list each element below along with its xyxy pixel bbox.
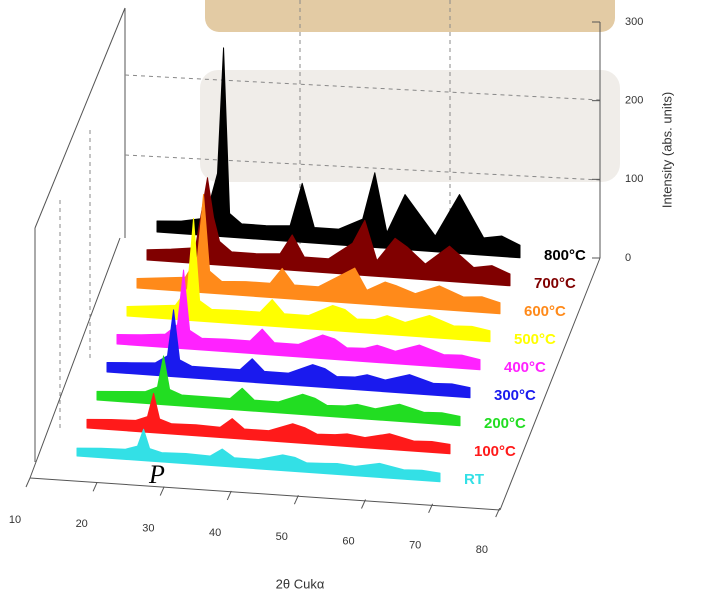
x-tick xyxy=(361,499,366,509)
series-label: 800°C xyxy=(544,247,586,264)
series-label: 700°C xyxy=(534,275,576,292)
x-tick xyxy=(92,482,98,492)
z-tick-label: 0 xyxy=(625,252,631,264)
series-label: 100°C xyxy=(474,443,516,460)
series-label: RT xyxy=(464,471,484,488)
spectrum xyxy=(116,269,481,371)
series-label: 600°C xyxy=(524,303,566,320)
x-tick-label: 10 xyxy=(9,514,21,526)
x-tick-label: 30 xyxy=(142,523,154,535)
x-tick xyxy=(25,477,31,488)
series-label: 400°C xyxy=(504,359,546,376)
z-tick-label: 100 xyxy=(625,173,643,185)
z-tick-label: 200 xyxy=(625,95,643,107)
spectrum xyxy=(76,428,441,483)
series-label: 200°C xyxy=(484,415,526,432)
x-axis-label: 2θ Cukα xyxy=(276,576,325,591)
x-tick-label: 40 xyxy=(209,527,221,539)
x-tick-label: 70 xyxy=(409,540,421,552)
spectrum xyxy=(86,392,451,455)
spectrum xyxy=(136,193,501,315)
x-tick-label: 60 xyxy=(342,535,354,547)
spectrum xyxy=(106,309,471,399)
x-tick-label: 50 xyxy=(276,531,288,543)
x-tick-label: 20 xyxy=(76,518,88,530)
series-label: 300°C xyxy=(494,387,536,404)
x-tick xyxy=(495,507,501,518)
x-tick-label: 80 xyxy=(476,544,488,556)
z-tick-label: 300 xyxy=(625,16,643,28)
axes-box xyxy=(29,0,601,511)
background-photo xyxy=(200,70,620,182)
background-photo xyxy=(205,0,615,32)
spectrum xyxy=(146,177,511,287)
series-label: 500°C xyxy=(514,331,556,348)
spectrum xyxy=(96,355,461,427)
x-tick xyxy=(428,503,434,514)
z-axis-label: Intensity (abs. units) xyxy=(659,92,674,208)
spectrum xyxy=(126,217,491,343)
annotation: P xyxy=(148,460,165,489)
x-tick xyxy=(226,490,232,501)
spectrum xyxy=(156,47,521,259)
x-tick xyxy=(293,494,299,505)
x-tick xyxy=(159,486,165,496)
